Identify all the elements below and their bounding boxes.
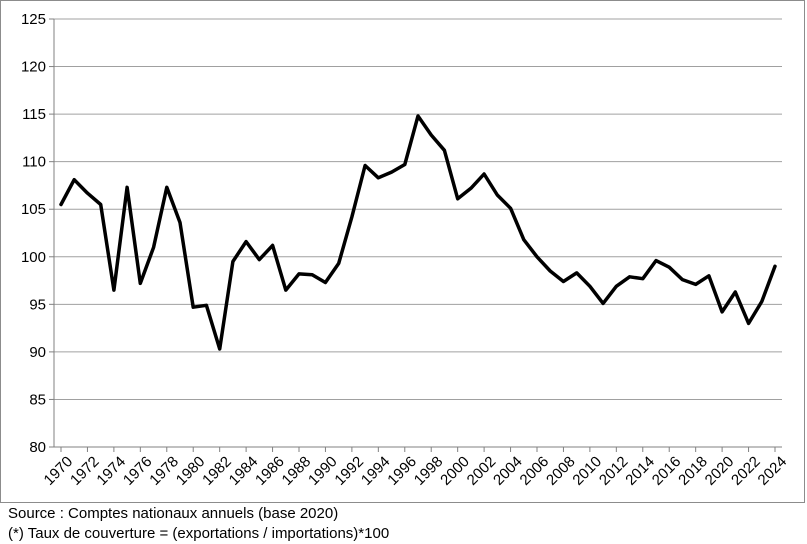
x-tick-label: 1996	[384, 453, 420, 489]
x-tick-label: 1988	[279, 453, 315, 489]
footnote: (*) Taux de couverture = (exportations /…	[8, 525, 390, 542]
gridlines	[54, 18, 782, 448]
x-tick-label: 1994	[358, 453, 394, 489]
x-tick-label: 1998	[411, 453, 447, 489]
x-tick-label: 1976	[120, 453, 156, 489]
y-tick-labels: 80 85 90 95 100 105 110 115 120 125	[21, 11, 46, 456]
y-tick-label: 110	[22, 154, 46, 171]
y-tick-label: 115	[22, 106, 46, 123]
y-tick-label: 85	[29, 391, 46, 408]
x-tick-label: 2010	[569, 453, 605, 489]
axes	[49, 18, 782, 452]
x-tick-label: 2000	[437, 453, 473, 489]
y-tick-label: 95	[29, 296, 46, 313]
x-tick-label: 2016	[649, 453, 685, 489]
x-tick-label: 2018	[675, 453, 711, 489]
series-layer	[59, 114, 777, 351]
x-tick-label: 2004	[490, 453, 526, 489]
series-line	[59, 114, 777, 351]
y-tick-label: 125	[21, 11, 46, 28]
x-tick-label: 1980	[173, 453, 209, 489]
x-tick-label: 2020	[702, 453, 738, 489]
x-tick-label: 2024	[755, 453, 791, 489]
x-tick-label: 2014	[622, 453, 658, 489]
y-tick-label: 90	[29, 344, 46, 361]
x-tick-label: 2008	[543, 453, 579, 489]
x-tick-label: 1992	[331, 453, 367, 489]
chart-area: 80 85 90 95 100 105 110 115 120 125 1970 1972 1974 1…	[0, 0, 805, 503]
x-tick-label: 2012	[596, 453, 632, 489]
source-note: Source : Comptes nationaux annuels (base…	[8, 505, 339, 522]
y-tick-label: 120	[21, 59, 46, 76]
x-tick-label: 2022	[728, 453, 764, 489]
x-tick-label: 1978	[146, 453, 182, 489]
y-tick-label: 100	[21, 249, 46, 266]
x-tick-label: 1972	[67, 453, 103, 489]
x-tick-label: 2006	[517, 453, 553, 489]
y-tick-label: 105	[21, 201, 46, 218]
x-tick-label: 1984	[226, 453, 262, 489]
x-tick-label: 1974	[93, 453, 129, 489]
x-tick-label: 1986	[252, 453, 288, 489]
x-tick-label: 1990	[305, 453, 341, 489]
y-tick-label: 80	[29, 439, 46, 456]
x-tick-label: 1970	[41, 453, 77, 489]
x-tick-label: 2002	[464, 453, 500, 489]
x-tick-labels: 1970197219741976197819801982198419861988…	[41, 453, 791, 489]
x-tick-label: 1982	[199, 453, 235, 489]
